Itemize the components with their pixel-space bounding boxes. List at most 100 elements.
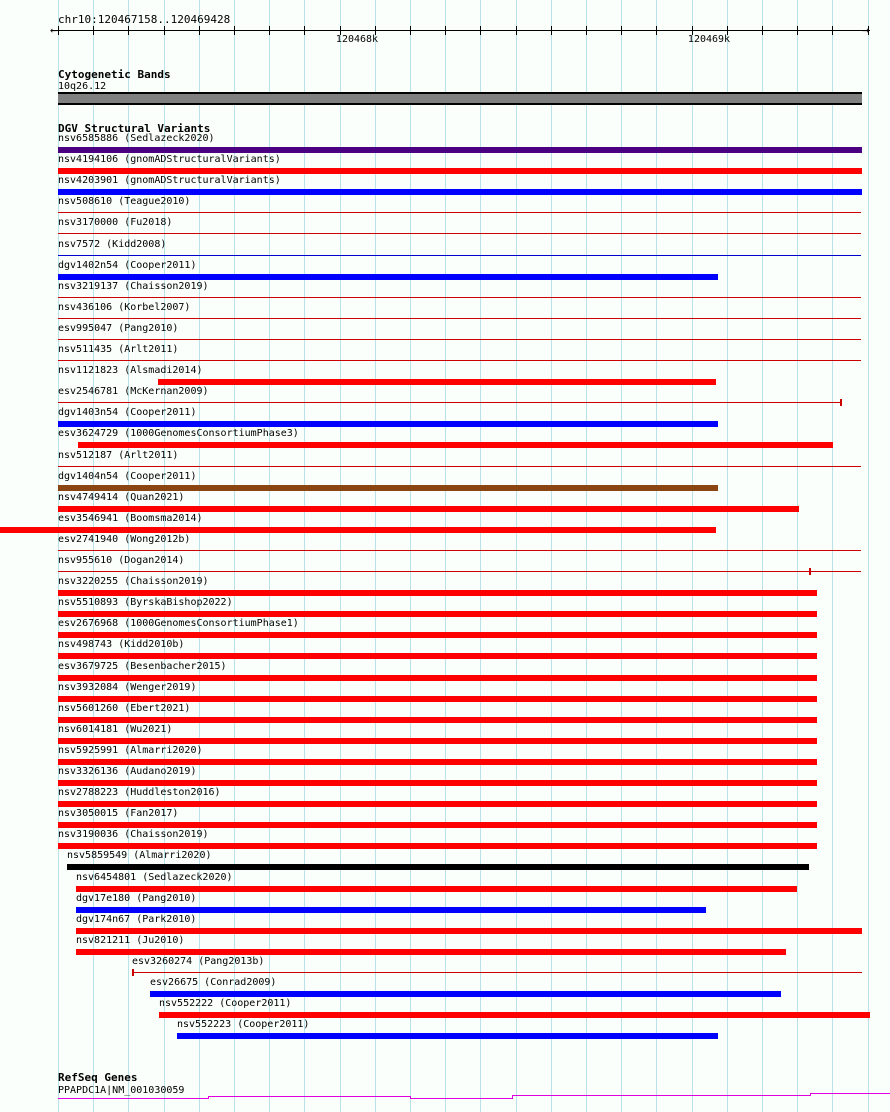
gene-segment[interactable]	[410, 1098, 512, 1099]
variant-track-row[interactable]: nsv1121823 (Alsmadi2014)	[0, 365, 890, 386]
variant-track-row[interactable]: nsv821211 (Ju2010)	[0, 935, 890, 956]
variant-bar[interactable]	[177, 1033, 718, 1040]
variant-bar[interactable]	[58, 716, 817, 723]
variant-track-row[interactable]: nsv3326136 (Audano2019)	[0, 766, 890, 787]
variant-bar[interactable]	[58, 296, 861, 298]
variant-label: nsv552223 (Cooper2011)	[177, 1019, 310, 1031]
variant-bar[interactable]	[58, 505, 799, 512]
variant-track-row[interactable]: nsv511435 (Arlt2011)	[0, 344, 890, 365]
variant-bar[interactable]	[159, 1012, 870, 1019]
variant-bar[interactable]	[58, 338, 861, 340]
variant-track-row[interactable]: nsv498743 (Kidd2010b)	[0, 639, 890, 660]
variant-track-row[interactable]: esv995047 (Pang2010)	[0, 323, 890, 344]
variant-track-row[interactable]: dgv1403n54 (Cooper2011)	[0, 407, 890, 428]
variant-track-row[interactable]: dgv174n67 (Park2010)	[0, 914, 890, 935]
variant-bar[interactable]	[58, 360, 861, 361]
variant-bar[interactable]	[58, 254, 861, 256]
coordinate-ruler[interactable]: chr10:120467158..120469428 ← → 120468k 12…	[0, 0, 890, 50]
variant-bar[interactable]	[58, 843, 817, 850]
gene-segment[interactable]	[58, 1098, 208, 1099]
variant-track-row[interactable]: nsv512187 (Arlt2011)	[0, 450, 890, 471]
variant-track-row[interactable]: nsv3170000 (Fu2018)	[0, 217, 890, 238]
gridline	[375, 0, 376, 1112]
variant-bar[interactable]	[58, 822, 817, 829]
variant-track-row[interactable]: dgv1402n54 (Cooper2011)	[0, 260, 890, 281]
variant-track-row[interactable]: nsv4203901 (gnomADStructuralVariants)	[0, 175, 890, 196]
variant-track-row[interactable]: nsv5925991 (Almarri2020)	[0, 745, 890, 766]
variant-track-row[interactable]: esv3260274 (Pang2013b)	[0, 956, 890, 977]
variant-track-row[interactable]: nsv508610 (Teague2010)	[0, 196, 890, 217]
variant-bar[interactable]	[58, 695, 817, 702]
variant-bar[interactable]	[58, 674, 817, 681]
variant-bar[interactable]	[150, 991, 781, 997]
variant-track-row[interactable]: nsv5601260 (Ebert2021)	[0, 703, 890, 724]
variant-track-row[interactable]: nsv436106 (Korbel2007)	[0, 302, 890, 323]
variant-track-row[interactable]: nsv3932084 (Wenger2019)	[0, 682, 890, 703]
variant-track-row[interactable]: esv3546941 (Boomsma2014)	[0, 513, 890, 534]
gene-segment[interactable]	[208, 1096, 410, 1097]
variant-bar[interactable]	[58, 758, 817, 765]
variant-bar[interactable]	[58, 590, 817, 597]
variant-bar[interactable]	[76, 885, 797, 892]
variant-track-row[interactable]: esv3679725 (Besenbacher2015)	[0, 661, 890, 682]
variant-track-row[interactable]: nsv3219137 (Chaisson2019)	[0, 281, 890, 302]
variant-bar[interactable]	[76, 927, 862, 934]
variant-track-row[interactable]: nsv4749414 (Quan2021)	[0, 492, 890, 513]
variant-track-row[interactable]: nsv955610 (Dogan2014)	[0, 555, 890, 576]
variant-track-row[interactable]: esv2546781 (McKernan2009)	[0, 386, 890, 407]
variant-bar[interactable]	[58, 801, 817, 808]
variant-bar[interactable]	[58, 780, 817, 786]
cytoband-bar[interactable]	[58, 92, 862, 105]
variant-bar[interactable]	[76, 906, 706, 913]
variant-bar[interactable]	[58, 737, 817, 744]
variant-bar[interactable]	[76, 948, 786, 955]
variant-bar[interactable]	[58, 189, 862, 196]
gene-segment[interactable]	[608, 1095, 810, 1096]
variant-bar[interactable]	[58, 273, 718, 280]
variant-bar[interactable]	[58, 653, 817, 660]
variant-track-row[interactable]: nsv7572 (Kidd2008)	[0, 239, 890, 260]
variant-track-row[interactable]: nsv6454801 (Sedlazeck2020)	[0, 872, 890, 893]
variant-track-row[interactable]: nsv4194106 (gnomADStructuralVariants)	[0, 154, 890, 175]
variant-track-row[interactable]: nsv3190036 (Chaisson2019)	[0, 829, 890, 850]
variant-track-row[interactable]: esv2741940 (Wong2012b)	[0, 534, 890, 555]
variant-bar[interactable]	[67, 864, 809, 871]
variant-track-row[interactable]: nsv3220255 (Chaisson2019)	[0, 576, 890, 597]
variant-bar[interactable]	[158, 379, 716, 386]
variant-track-row[interactable]: nsv6014181 (Wu2021)	[0, 724, 890, 745]
variant-end-cap	[132, 968, 134, 976]
variant-bar[interactable]	[58, 632, 817, 639]
variant-bar[interactable]	[58, 168, 862, 175]
variant-track-row[interactable]: nsv5859549 (Almarri2020)	[0, 850, 890, 871]
variant-bar[interactable]	[58, 212, 861, 214]
gene-segment[interactable]	[512, 1095, 608, 1096]
variant-bar[interactable]	[0, 526, 716, 533]
variant-track-row[interactable]: esv3624729 (1000GenomesConsortiumPhase3)	[0, 428, 890, 449]
variant-bar[interactable]	[78, 442, 833, 449]
ruler-tick	[375, 26, 376, 35]
variant-bar[interactable]	[58, 571, 861, 572]
variant-track-row[interactable]: esv2676968 (1000GenomesConsortiumPhase1)	[0, 618, 890, 639]
variant-bar[interactable]	[58, 147, 862, 153]
variant-track-row[interactable]: dgv1404n54 (Cooper2011)	[0, 471, 890, 492]
variant-bar[interactable]	[58, 465, 861, 467]
variant-track-row[interactable]: nsv3050015 (Fan2017)	[0, 808, 890, 829]
variant-bar[interactable]	[58, 549, 861, 551]
variant-bar[interactable]	[58, 402, 841, 404]
variant-track-row[interactable]: nsv6585886 (Sedlazeck2020)	[0, 133, 890, 154]
ruler-tick	[868, 26, 869, 35]
variant-label: nsv5859549 (Almarri2020)	[67, 850, 212, 862]
variant-track-row[interactable]: nsv5510893 (ByrskaBishop2022)	[0, 597, 890, 618]
variant-track-row[interactable]: nsv552222 (Cooper2011)	[0, 998, 890, 1019]
variant-track-row[interactable]: nsv552223 (Cooper2011)	[0, 1019, 890, 1040]
variant-track-row[interactable]: nsv2788223 (Huddleston2016)	[0, 787, 890, 808]
variant-bar[interactable]	[58, 611, 817, 618]
variant-bar[interactable]	[58, 317, 861, 319]
variant-bar[interactable]	[132, 971, 862, 973]
variant-track-row[interactable]: esv26675 (Conrad2009)	[0, 977, 890, 998]
variant-track-row[interactable]: dgv17e180 (Pang2010)	[0, 893, 890, 914]
variant-bar[interactable]	[58, 233, 861, 235]
variant-bar[interactable]	[58, 484, 718, 491]
gene-segment[interactable]	[810, 1093, 890, 1094]
variant-bar[interactable]	[58, 421, 718, 428]
